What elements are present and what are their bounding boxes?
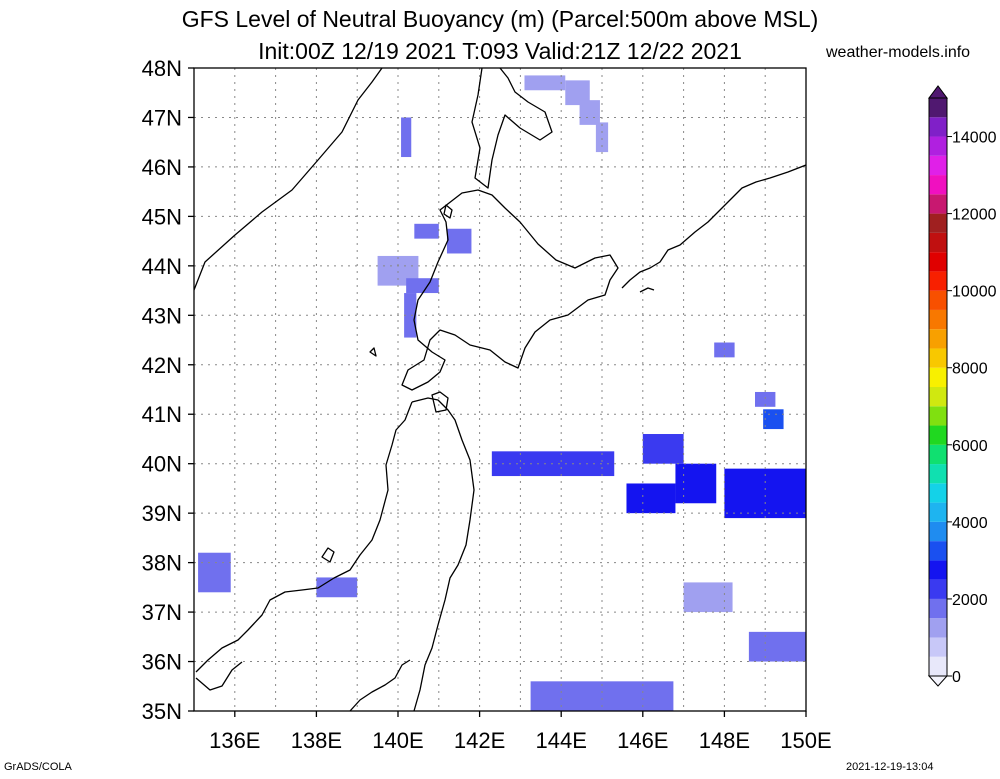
latitude-labels: 35N 36N 37N 38N 39N 40N 41N 42N 43N 44N 45N 46N 47N 4…	[142, 56, 194, 724]
colorbar-label: 12000	[952, 207, 997, 224]
map-subtitle: Init:00Z 12/19 2021 T:093 Valid:21Z 12/2…	[258, 38, 742, 64]
lat-label: 44N	[142, 254, 182, 279]
lon-label: 146E	[617, 728, 668, 753]
field-cell	[406, 278, 439, 294]
colorbar-label: 14000	[952, 130, 997, 147]
colorbar	[927, 85, 949, 687]
lat-label: 35N	[142, 699, 182, 724]
colorbar-max-arrow	[928, 85, 948, 99]
field-cell	[524, 75, 566, 91]
field-cell	[683, 582, 733, 613]
lon-label: 150E	[780, 728, 831, 753]
lat-label: 46N	[142, 155, 182, 180]
field-cell	[675, 463, 717, 504]
colorbar-segment	[929, 232, 947, 253]
colorbar-segment	[929, 387, 947, 407]
colorbar-segment	[929, 579, 947, 599]
footer-software: GrADS/COLA	[4, 761, 72, 773]
source-credit: weather-models.info	[826, 44, 971, 61]
field-cell	[414, 223, 439, 239]
lat-label: 39N	[142, 501, 182, 526]
colorbar-segment	[929, 464, 947, 484]
field-cell	[446, 228, 472, 254]
lat-label: 36N	[142, 650, 182, 675]
graticule	[194, 68, 806, 711]
colorbar-segment	[929, 329, 947, 349]
lat-label: 45N	[142, 204, 182, 229]
field-cell	[595, 122, 609, 153]
colorbar-label: 4000	[952, 515, 988, 532]
lon-label: 136E	[209, 728, 260, 753]
colorbar-segment	[929, 521, 947, 542]
lat-label: 41N	[142, 402, 182, 427]
colorbar-labels: 0 2000 4000 6000 8000 10000 12000 14000	[947, 130, 997, 686]
field-cell	[626, 483, 676, 514]
map-frame	[193, 67, 807, 712]
lon-label: 140E	[372, 728, 423, 753]
lat-label: 37N	[142, 600, 182, 625]
colorbar-segment	[929, 483, 947, 503]
lat-label: 40N	[142, 452, 182, 477]
lat-label: 43N	[142, 303, 182, 328]
colorbar-segment	[929, 656, 947, 676]
colorbar-segment	[929, 541, 947, 561]
field-cell	[198, 552, 231, 593]
lon-label: 142E	[454, 728, 505, 753]
colorbar-label: 2000	[952, 592, 988, 609]
colorbar-segment	[929, 155, 947, 176]
lon-label: 148E	[699, 728, 750, 753]
lat-label: 47N	[142, 105, 182, 130]
colorbar-segment	[929, 637, 947, 657]
colorbar-label: 0	[952, 669, 961, 686]
lon-label: 138E	[291, 728, 342, 753]
lat-label: 48N	[142, 56, 182, 81]
field-cell	[401, 117, 412, 158]
field-cell	[579, 100, 600, 125]
colorbar-outline	[928, 97, 948, 677]
colorbar-segment	[929, 502, 947, 522]
colorbar-segment	[929, 194, 947, 214]
colorbar-segment	[929, 271, 947, 291]
colorbar-segment	[929, 175, 947, 195]
colorbar-segment	[929, 136, 947, 156]
colorbar-segment	[929, 598, 947, 619]
colorbar-label: 8000	[952, 361, 988, 378]
field-cell	[316, 577, 358, 598]
lat-label: 42N	[142, 353, 182, 378]
colorbar-label: 6000	[952, 438, 988, 455]
colorbar-label: 10000	[952, 284, 997, 301]
colorbar-segment	[929, 406, 947, 426]
colorbar-segment	[929, 425, 947, 445]
colorbar-segment	[929, 98, 947, 118]
colorbar-segment	[929, 560, 947, 580]
field-cell	[404, 293, 417, 338]
coastline	[194, 68, 806, 711]
field-cell	[748, 631, 806, 662]
map-title: GFS Level of Neutral Buoyancy (m) (Parce…	[181, 6, 819, 32]
buoyancy-field	[198, 75, 806, 711]
longitude-labels: 136E 138E 140E 142E 144E 146E 148E 150E	[209, 711, 832, 753]
field-cell	[763, 409, 784, 430]
colorbar-min-arrow	[927, 675, 949, 687]
colorbar-segment	[929, 309, 947, 330]
colorbar-segment	[929, 117, 947, 137]
lon-label: 144E	[536, 728, 587, 753]
colorbar-segment	[929, 618, 947, 638]
colorbar-segment	[929, 348, 947, 368]
colorbar-segment	[929, 290, 947, 310]
field-cell	[755, 391, 776, 407]
colorbar-segment	[929, 252, 947, 272]
colorbar-segment	[929, 367, 947, 387]
field-cell	[642, 434, 684, 464]
lat-label: 38N	[142, 551, 182, 576]
colorbar-segment	[929, 213, 947, 233]
footer-timestamp: 2021-12-19-13:04	[846, 761, 934, 773]
colorbar-segment	[929, 444, 947, 465]
